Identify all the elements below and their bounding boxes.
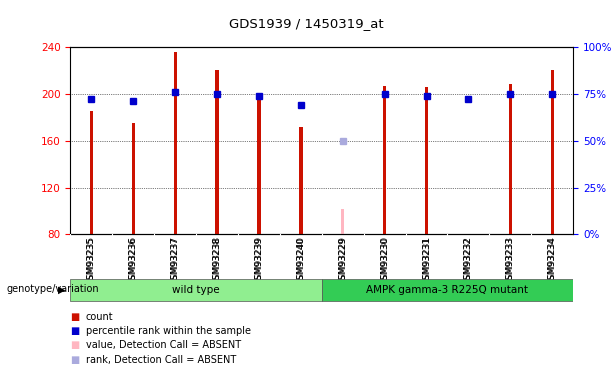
Bar (257, 94, 261, 234)
Text: ■: ■ (70, 326, 80, 336)
FancyBboxPatch shape (70, 279, 322, 301)
Text: GSM93235: GSM93235 (87, 237, 96, 286)
Text: GSM93233: GSM93233 (506, 237, 515, 286)
FancyBboxPatch shape (322, 279, 573, 301)
Text: GSM93234: GSM93234 (547, 237, 557, 285)
Text: GDS1939 / 1450319_at: GDS1939 / 1450319_at (229, 17, 384, 30)
Text: count: count (86, 312, 113, 322)
Text: GSM93238: GSM93238 (213, 237, 222, 286)
Bar (132, 123, 135, 234)
Text: wild type: wild type (172, 285, 220, 295)
Bar (425, 87, 428, 234)
Text: GSM93236: GSM93236 (129, 237, 138, 286)
Text: GSM93239: GSM93239 (254, 237, 264, 286)
Text: GSM93229: GSM93229 (338, 237, 348, 285)
Text: GSM93232: GSM93232 (464, 237, 473, 285)
Bar (383, 86, 386, 234)
Text: AMPK gamma-3 R225Q mutant: AMPK gamma-3 R225Q mutant (367, 285, 528, 295)
Bar (299, 127, 303, 234)
Bar (509, 84, 512, 234)
Text: ■: ■ (70, 312, 80, 322)
Text: ▶: ▶ (58, 285, 66, 294)
Bar (215, 70, 219, 234)
Text: rank, Detection Call = ABSENT: rank, Detection Call = ABSENT (86, 355, 236, 364)
Text: genotype/variation: genotype/variation (6, 285, 99, 294)
Text: GSM93231: GSM93231 (422, 237, 431, 286)
Text: value, Detection Call = ABSENT: value, Detection Call = ABSENT (86, 340, 241, 350)
Text: GSM93230: GSM93230 (380, 237, 389, 286)
Bar (173, 52, 177, 234)
Text: percentile rank within the sample: percentile rank within the sample (86, 326, 251, 336)
Bar (550, 70, 554, 234)
Text: ■: ■ (70, 340, 80, 350)
Bar (341, 209, 345, 234)
Text: ■: ■ (70, 355, 80, 364)
Bar (89, 111, 93, 234)
Text: GSM93240: GSM93240 (296, 237, 305, 285)
Text: GSM93237: GSM93237 (170, 237, 180, 286)
